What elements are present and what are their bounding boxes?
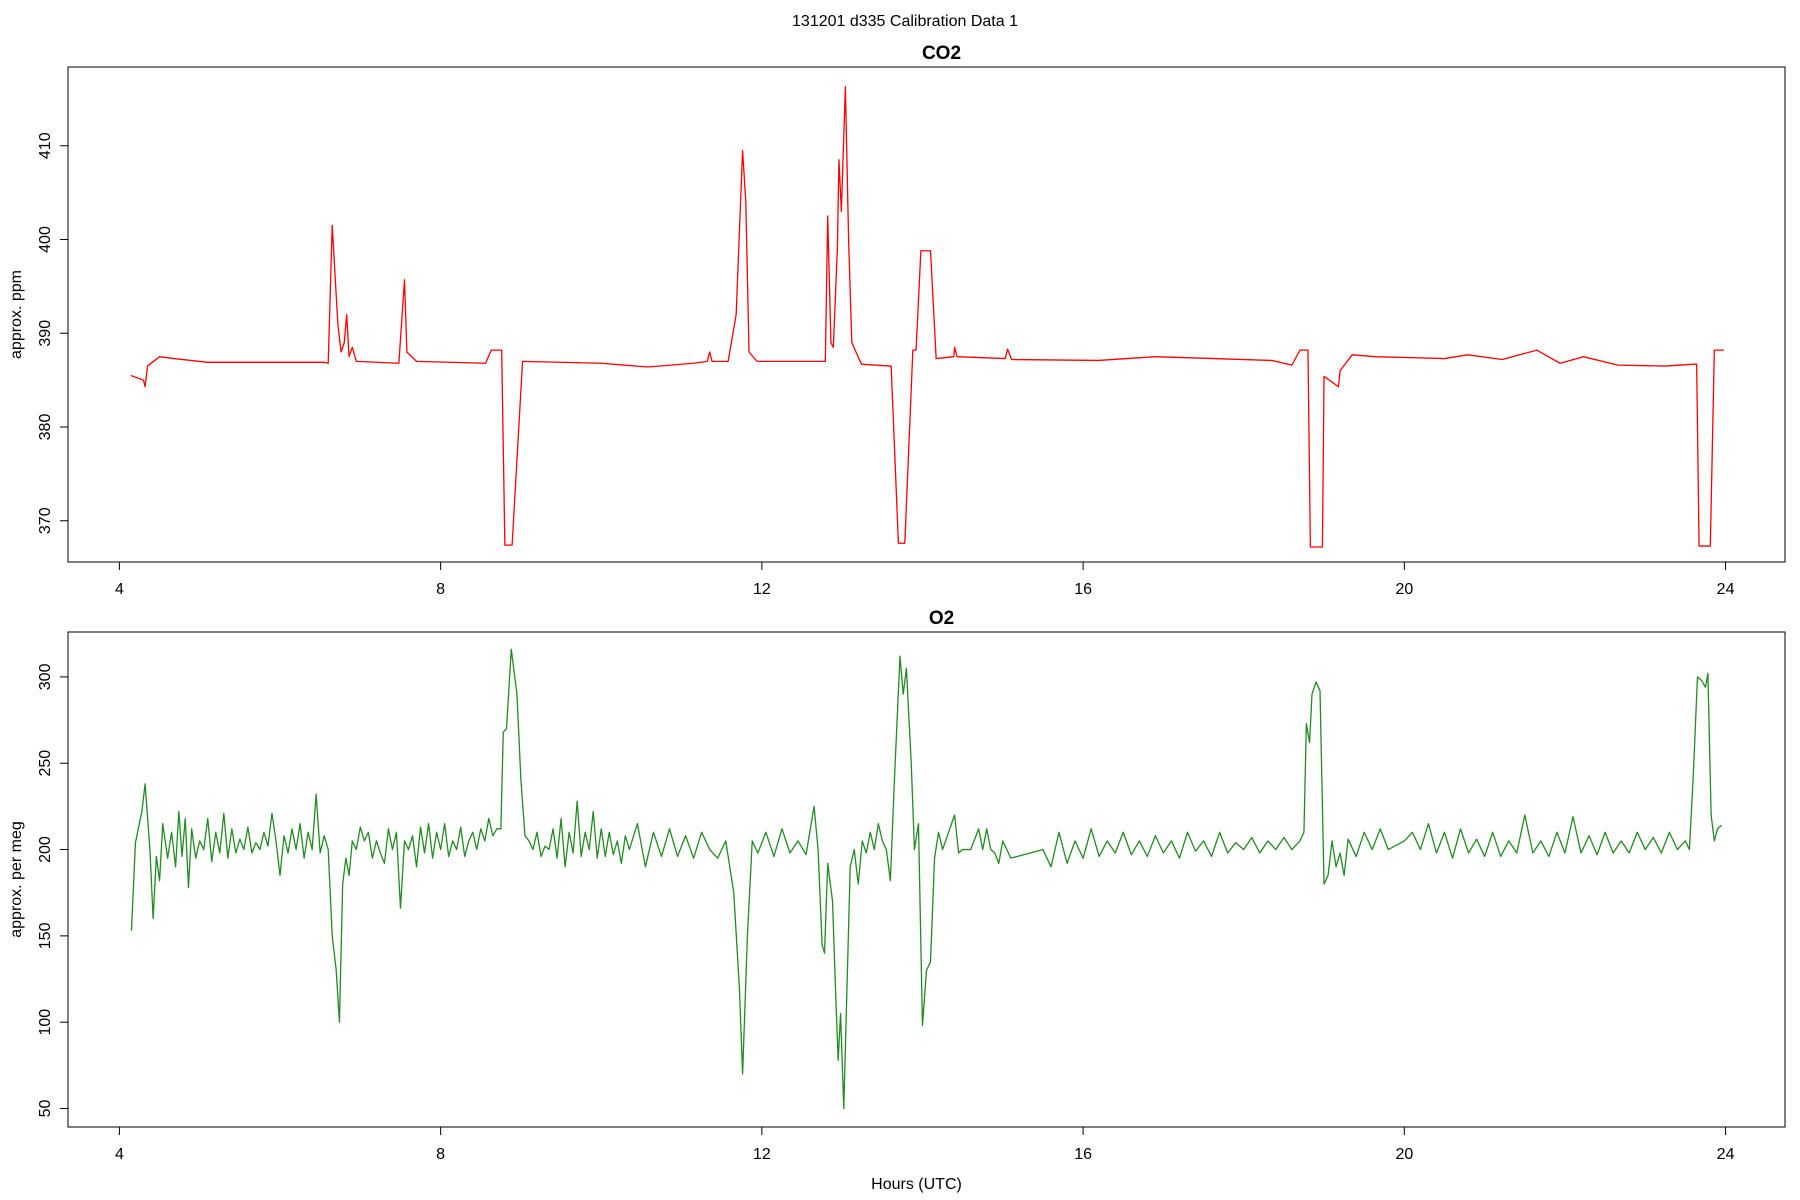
x-tick-label: 4 xyxy=(115,1146,124,1163)
x-tick-label: 16 xyxy=(1074,581,1092,598)
y-tick-label: 50 xyxy=(37,1100,54,1118)
x-tick-label: 12 xyxy=(753,1146,771,1163)
y-tick-label: 200 xyxy=(37,836,54,863)
x-tick-label: 8 xyxy=(436,1146,445,1163)
x-tick-label: 24 xyxy=(1717,1146,1735,1163)
x-axis-label: Hours (UTC) xyxy=(871,1176,962,1193)
y-tick-label: 150 xyxy=(37,922,54,949)
x-tick-label: 4 xyxy=(115,581,124,598)
y-tick-label: 380 xyxy=(37,414,54,441)
y-axis-label: approx. per meg xyxy=(8,821,25,938)
panel-title: CO2 xyxy=(922,43,961,64)
panel-title: O2 xyxy=(929,608,954,629)
y-axis-label: approx. ppm xyxy=(8,270,25,359)
x-tick-label: 16 xyxy=(1074,1146,1092,1163)
y-tick-label: 300 xyxy=(37,663,54,690)
figure-title: 131201 d335 Calibration Data 1 xyxy=(792,13,1018,30)
y-tick-label: 410 xyxy=(37,132,54,159)
y-tick-label: 390 xyxy=(37,320,54,347)
data-line xyxy=(130,86,1724,548)
data-line xyxy=(130,648,1722,1110)
plot-frame xyxy=(67,66,1786,563)
x-tick-label: 12 xyxy=(753,581,771,598)
x-tick-label: 8 xyxy=(436,581,445,598)
x-tick-label: 20 xyxy=(1395,581,1413,598)
y-tick-label: 100 xyxy=(37,1009,54,1036)
plot-frame xyxy=(67,631,1786,1128)
y-tick-label: 400 xyxy=(37,226,54,253)
x-tick-label: 20 xyxy=(1395,1146,1413,1163)
y-tick-label: 370 xyxy=(37,507,54,534)
y-tick-label: 250 xyxy=(37,750,54,777)
x-tick-label: 24 xyxy=(1717,581,1735,598)
